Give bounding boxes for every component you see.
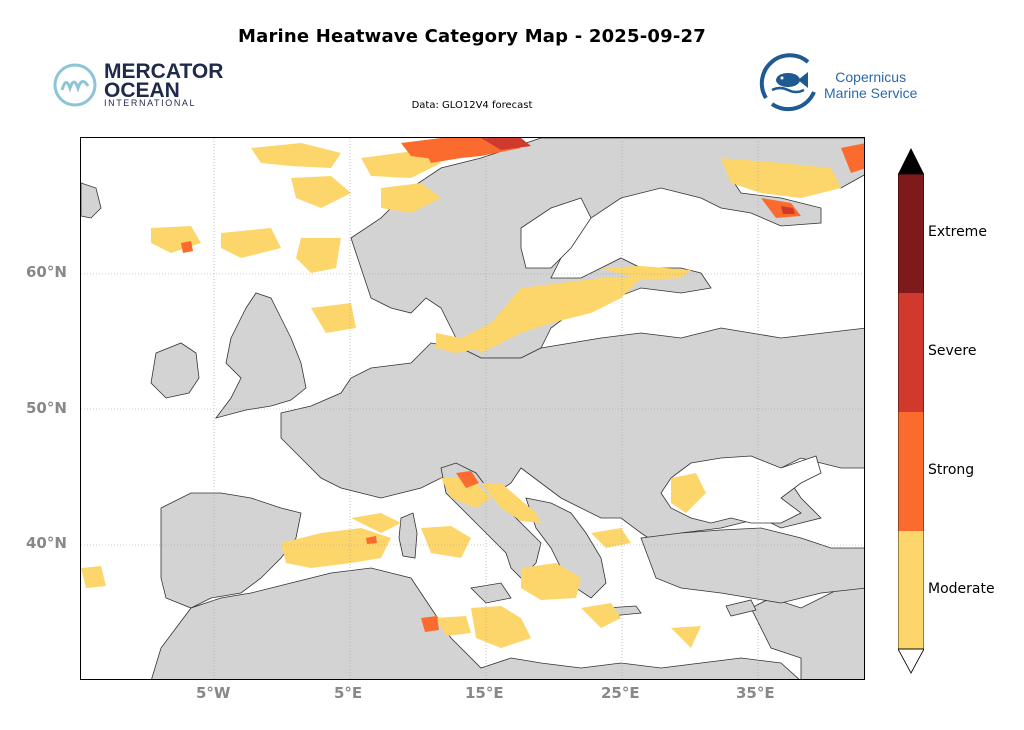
map-canvas [80,137,865,680]
colorbar-label-extreme: Extreme [928,224,987,240]
data-source-label: Data: GLO12V4 forecast [411,100,533,111]
land-sardinia [398,512,418,559]
copernicus-fish-icon [759,53,816,112]
copernicus-line2: Marine Service [824,85,918,101]
colorbar-moderate [898,531,924,649]
colorbar-label-severe: Severe [928,343,977,359]
land-great-britain [214,292,307,419]
land-ireland [150,342,200,399]
x-tick-5e: 5°E [334,684,363,702]
mercator-wave-icon [53,63,97,107]
y-tick-60n: 60°N [26,263,67,281]
colorbar-label-moderate: Moderate [928,581,995,597]
x-tick-25e: 25°E [601,684,640,702]
land-sicily [470,582,512,604]
colorbar-extreme [898,174,924,293]
x-tick-15e: 15°E [465,684,504,702]
colorbar-top-arrow [898,148,924,174]
land-anatolia [640,527,864,604]
y-tick-50n: 50°N [26,399,67,417]
map-title: Marine Heatwave Category Map - 2025-09-2… [238,26,706,47]
colorbar-strong [898,412,924,531]
heatwave-severe-layer [481,138,795,214]
land-north-africa [151,567,800,679]
x-tick-5w: 5°W [196,684,231,702]
land-balkans [525,497,607,599]
mercator-line3: INTERNATIONAL [104,98,197,108]
copernicus-logo: Copernicus Marine Service [758,52,938,116]
land-cyprus [725,599,757,617]
colorbar-severe [898,293,924,412]
mercator-line2: OCEAN [104,79,180,102]
land-norway-coast [81,182,102,219]
gridlines [81,138,864,679]
colorbar-label-strong: Strong [928,462,975,478]
heatwave-moderate-layer [81,143,841,648]
x-tick-35e: 35°E [736,684,775,702]
heatwave-map [81,138,864,679]
mercator-ocean-logo: MERCATOR OCEAN INTERNATIONAL [52,60,224,110]
land-iberia [160,492,302,609]
colorbar-bottom-arrow [898,648,924,674]
colorbar [898,148,924,674]
sea-black-sea [660,455,822,524]
copernicus-line1: Copernicus [835,69,907,85]
mercator-line1: MERCATOR [104,60,224,83]
y-tick-40n: 40°N [26,534,67,552]
